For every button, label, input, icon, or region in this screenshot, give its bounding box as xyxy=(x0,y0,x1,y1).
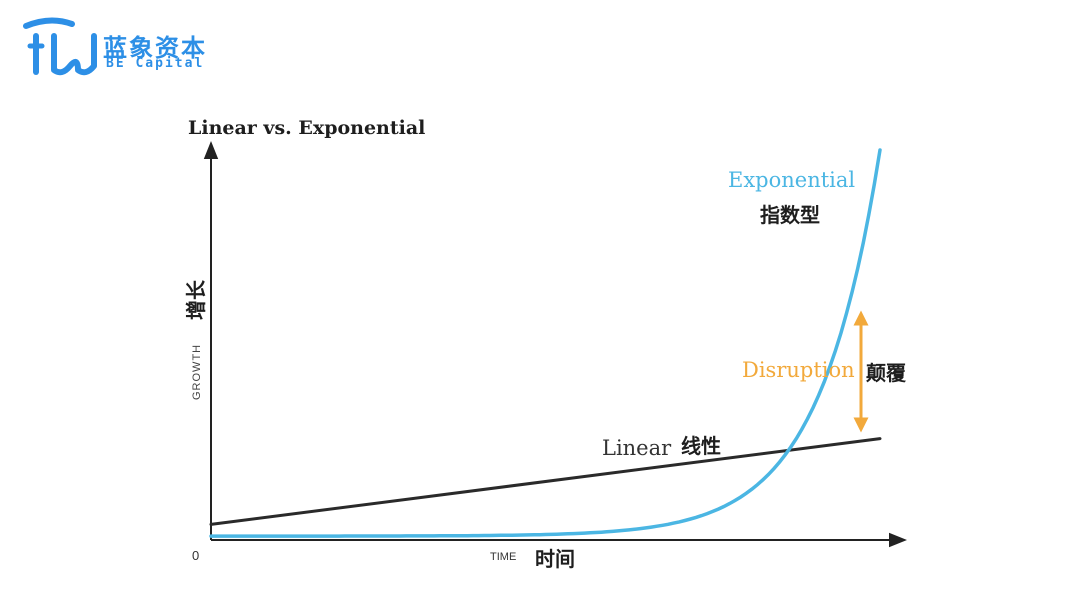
be-capital-logo-icon xyxy=(23,17,97,76)
series-exponential-label: Exponential xyxy=(728,168,855,192)
x-axis-label-cn: 时间 xyxy=(535,547,575,571)
brand-name-cn: 蓝象资本 xyxy=(103,34,207,62)
series-exponential-label-cn: 指数型 xyxy=(760,203,820,227)
series-exponential-line xyxy=(209,148,882,538)
annotation-disruption-label: Disruption xyxy=(742,358,855,382)
y-axis-label: GROWTH xyxy=(191,344,203,400)
chart-title: Linear vs. Exponential xyxy=(188,117,425,139)
series-linear-line xyxy=(209,437,882,526)
annotation-disruption-label-cn: 颠覆 xyxy=(866,361,907,385)
x-axis-label: TIME xyxy=(490,551,516,563)
brand-name-en: BE Capital xyxy=(106,56,205,71)
series-linear-label-cn: 线性 xyxy=(681,434,721,458)
y-axis-label-cn: 增长 xyxy=(184,279,208,320)
origin-label: 0 xyxy=(192,548,199,563)
series-linear-label: Linear xyxy=(602,436,672,460)
